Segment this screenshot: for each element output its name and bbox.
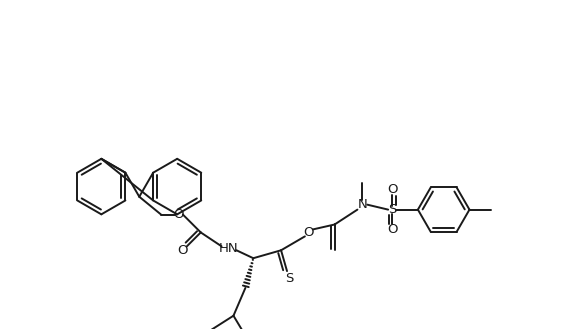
Text: O: O (177, 244, 188, 257)
Text: O: O (303, 226, 314, 239)
Text: N: N (358, 198, 367, 211)
Text: O: O (387, 183, 397, 196)
Text: O: O (173, 208, 184, 221)
Text: HN: HN (218, 242, 238, 255)
Text: O: O (387, 223, 397, 236)
Text: S: S (285, 272, 293, 284)
Text: S: S (388, 203, 397, 216)
